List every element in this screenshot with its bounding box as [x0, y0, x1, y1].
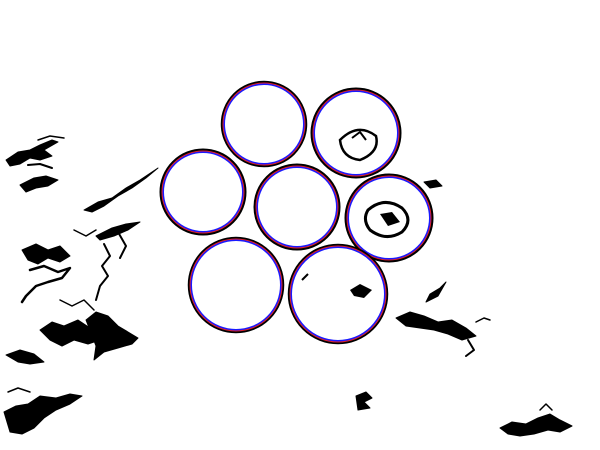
edge-cluster-bottom-center-blob	[355, 391, 373, 411]
edge-cluster-left-lower-web	[5, 229, 139, 365]
edge-cluster-bottom-left-corner	[3, 387, 83, 435]
circle-mid-right	[344, 173, 434, 263]
edge-cluster-left-diagonal-branch	[83, 167, 159, 301]
circle-center	[253, 163, 341, 251]
circle-top-right	[310, 87, 402, 179]
circle-bottom-right	[287, 243, 389, 345]
edge-cluster-far-left-top	[5, 135, 65, 193]
circle-bottom-left	[187, 236, 285, 334]
edge-cluster-bottom-right-fragment	[499, 403, 573, 437]
circle-mid-left	[159, 148, 247, 236]
edge-cluster-right-branch	[395, 179, 491, 357]
circle-top-left	[220, 80, 308, 168]
edge-clusters	[3, 135, 573, 437]
circle-fits	[159, 80, 434, 345]
